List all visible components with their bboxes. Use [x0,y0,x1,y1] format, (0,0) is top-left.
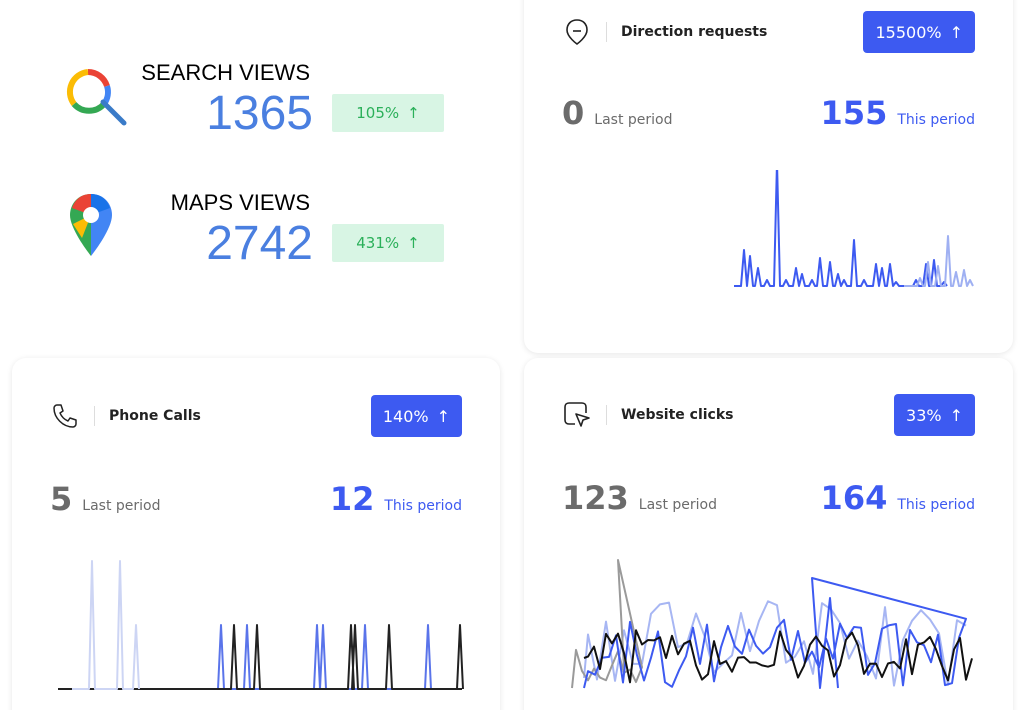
phone-icon [50,401,80,431]
sparkline-series [583,577,967,689]
direction-requests-sparkline [570,170,974,287]
phone-calls-change: 140% [382,406,429,426]
phone-calls-header: Phone Calls 140% ↑ [50,394,462,438]
header-divider [94,406,95,426]
this-period-label: This period [384,498,462,514]
direction-requests-header: Direction requests 15500% ↑ [562,10,975,54]
search-views-change-badge: 105% ↑ [332,94,444,132]
arrow-up-icon: ↑ [436,406,450,426]
map-direction-icon [562,17,592,47]
arrow-up-icon: ↑ [949,22,963,42]
google-search-icon [64,66,128,126]
website-clicks-header: Website clicks 33% ↑ [562,393,975,437]
last-period-label: Last period [82,498,161,514]
sparkline-series-gray [571,559,643,689]
this-period-value: 12 [329,480,375,518]
arrow-up-icon: ↑ [407,234,420,252]
last-period-value: 0 [562,94,585,132]
direction-requests-change-badge: 15500% ↑ [863,11,975,53]
phone-calls-change-badge: 140% ↑ [370,395,462,437]
sparkline-series-dark [212,624,464,690]
maps-views-value: 2742 [206,217,313,270]
website-clicks-change-badge: 33% ↑ [894,394,975,436]
header-divider [606,22,607,42]
phone-calls-card: Phone Calls 140% ↑ 5 Last period 12 This… [12,358,500,710]
search-views-title: SEARCH VIEWS [141,60,310,85]
website-clicks-change: 33% [906,405,942,425]
last-period-label: Last period [638,497,718,513]
sparkline-series-light [904,235,974,287]
this-period-value: 155 [820,94,888,132]
sparkline-series-faded [72,560,140,690]
last-period-value: 5 [50,480,73,518]
sparkline-series [212,624,432,690]
website-clicks-sparkline [571,559,973,689]
maps-views-title: MAPS VIEWS [170,190,310,215]
phone-calls-metrics: 5 Last period 12 This period [50,480,462,518]
website-clicks-card: Website clicks 33% ↑ 123 Last period 164… [524,358,1013,710]
direction-requests-card: Direction requests 15500% ↑ 0 Last perio… [524,0,1013,353]
last-period-label: Last period [594,112,673,128]
last-period-value: 123 [562,479,629,517]
maps-views-change: 431% [356,234,400,252]
phone-calls-sparkline [58,560,464,690]
website-clicks-title: Website clicks [621,407,734,423]
this-period-metric: 12 This period [330,480,462,518]
header-divider [606,405,607,425]
sparkline-series-dark [583,629,973,684]
search-views-value: 1365 [206,87,313,140]
last-period-metric: 123 Last period [562,479,717,517]
search-views-change: 105% [356,104,400,122]
arrow-up-icon: ↑ [949,405,963,425]
cursor-click-icon [562,400,592,430]
sparkline-series [734,170,948,287]
google-maps-pin-icon [68,192,114,258]
arrow-up-icon: ↑ [407,104,420,122]
sparkline-series-light [583,600,967,687]
this-period-label: This period [897,112,975,128]
last-period-metric: 0 Last period [562,94,672,132]
this-period-label: This period [897,497,975,513]
this-period-metric: 164 This period [821,479,975,517]
direction-requests-metrics: 0 Last period 155 This period [562,94,975,132]
this-period-metric: 155 This period [821,94,975,132]
direction-requests-change: 15500% [875,22,942,42]
website-clicks-metrics: 123 Last period 164 This period [562,479,975,517]
last-period-metric: 5 Last period [50,480,160,518]
this-period-value: 164 [820,479,888,517]
maps-views-change-badge: 431% ↑ [332,224,444,262]
direction-requests-title: Direction requests [621,24,768,40]
phone-calls-title: Phone Calls [109,408,201,424]
